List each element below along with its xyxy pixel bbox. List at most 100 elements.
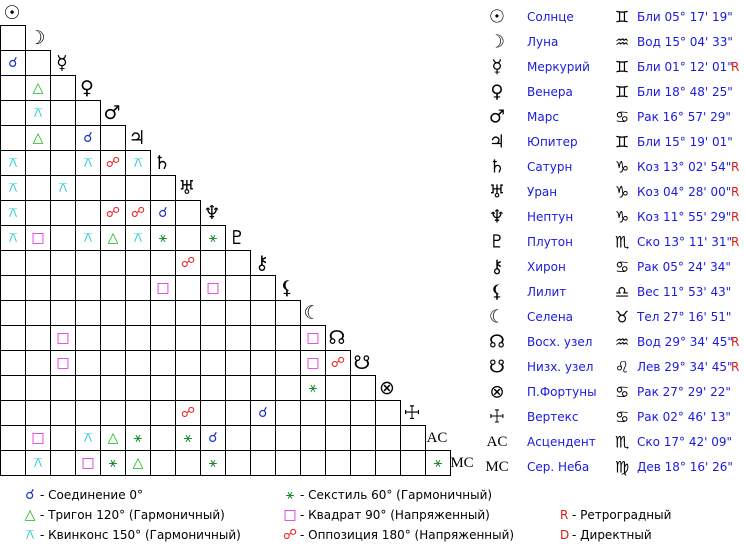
body-name: Плутон [527, 235, 573, 249]
grid-cell [150, 175, 176, 201]
body-name: Хирон [527, 260, 566, 274]
aspect: ☌ [208, 430, 217, 446]
grid-cell [150, 250, 176, 276]
grid-cell [250, 350, 276, 376]
grid-cell [150, 300, 176, 326]
grid-cell [200, 300, 226, 326]
grid-cell [225, 275, 251, 301]
grid-cell [350, 375, 376, 401]
sign-symbol: ♒ [615, 33, 629, 52]
list-symbol: ☽ [489, 32, 505, 53]
grid-cell [225, 425, 251, 451]
body-symbol: ⊗ [379, 377, 395, 399]
grid-cell [150, 400, 176, 426]
grid-cell [250, 300, 276, 326]
position: Бли 15° 19' 01" [637, 135, 733, 149]
legend-label: - Тригон 120° (Гармоничный) [40, 508, 225, 522]
aspect: □ [306, 355, 319, 371]
grid-cell [200, 375, 226, 401]
grid-cell [350, 400, 376, 426]
grid-cell [250, 375, 276, 401]
position: Тел 27° 16' 51" [636, 310, 731, 324]
aspect: □ [156, 280, 169, 296]
grid-cell [325, 425, 351, 451]
body-name: Венера [527, 85, 573, 99]
grid-cell [400, 425, 426, 451]
grid-cell [25, 325, 51, 351]
grid-cell [175, 300, 201, 326]
grid-cell [25, 250, 51, 276]
aspect: △ [108, 230, 119, 246]
grid-cell [300, 450, 326, 476]
body-symbol: ♄ [153, 152, 170, 174]
grid-cell [50, 200, 76, 226]
grid-cell [225, 375, 251, 401]
grid-cell [50, 375, 76, 401]
list-symbol: ☾ [489, 307, 505, 328]
aspect: ☌ [258, 405, 267, 421]
aspect: □ [206, 280, 219, 296]
grid-cell [25, 375, 51, 401]
body-name: Юпитер [527, 135, 578, 149]
grid-cell [225, 250, 251, 276]
grid-cell [50, 275, 76, 301]
grid-cell [75, 325, 101, 351]
grid-cell [100, 300, 126, 326]
grid-cell [275, 400, 301, 426]
grid-cell [250, 275, 276, 301]
sign-symbol: ♑ [615, 158, 629, 177]
sign-symbol: ♍ [615, 458, 629, 477]
grid-cell [375, 400, 401, 426]
sign-symbol: ♋ [615, 408, 629, 427]
body-symbol: ☋ [354, 352, 371, 374]
position: Коз 11° 55' 29" [637, 210, 731, 224]
grid-cell [50, 125, 76, 151]
aspect: ☍ [106, 155, 120, 171]
sign-symbol: ♏ [615, 233, 629, 252]
grid-cell [150, 375, 176, 401]
list-symbol: ♃ [489, 132, 505, 153]
grid-cell [175, 225, 201, 251]
grid-cell [125, 175, 151, 201]
retrograde: R [731, 60, 739, 74]
grid-cell [200, 325, 226, 351]
grid-cell [75, 300, 101, 326]
grid-cell [175, 275, 201, 301]
body-symbol: ☿ [56, 52, 68, 74]
grid-cell [125, 350, 151, 376]
grid-cell [225, 450, 251, 476]
grid-cell [75, 350, 101, 376]
grid-cell [325, 450, 351, 476]
position: Бли 18° 48' 25" [637, 85, 733, 99]
legend-symbol: △ [25, 507, 36, 523]
grid-cell [0, 350, 26, 376]
aspect: ⚹ [109, 455, 118, 471]
grid-cell [250, 425, 276, 451]
sign-symbol: ♊ [615, 8, 629, 27]
aspect: ⚹ [434, 455, 443, 471]
position: Дев 18° 16' 26" [637, 460, 733, 474]
list-symbol: ☋ [489, 357, 505, 378]
aspect: ⚻ [33, 105, 42, 121]
grid-cell [175, 350, 201, 376]
grid-cell [250, 450, 276, 476]
grid-cell [225, 400, 251, 426]
sign-symbol: ♏ [615, 433, 629, 452]
list-symbol: ♀ [490, 82, 503, 103]
position: Ско 13° 11' 31" [637, 235, 732, 249]
aspect: △ [33, 130, 44, 146]
position: Рак 02° 46' 13" [637, 410, 731, 424]
body-symbol: ♀ [80, 77, 94, 99]
body-symbol: ☉ [3, 2, 20, 24]
grid-cell [0, 300, 26, 326]
legend-symbol: □ [283, 507, 296, 523]
legend-label: - Квинконс 150° (Гармоничный) [40, 528, 241, 542]
legend-symbol: ⚻ [25, 527, 34, 543]
sign-symbol: ♒ [615, 333, 629, 352]
grid-cell [325, 375, 351, 401]
aspect: ⚻ [133, 230, 142, 246]
aspect: □ [31, 230, 44, 246]
body-symbol: ☊ [329, 327, 346, 349]
body-name: Низх. узел [527, 360, 593, 374]
grid-cell [300, 400, 326, 426]
